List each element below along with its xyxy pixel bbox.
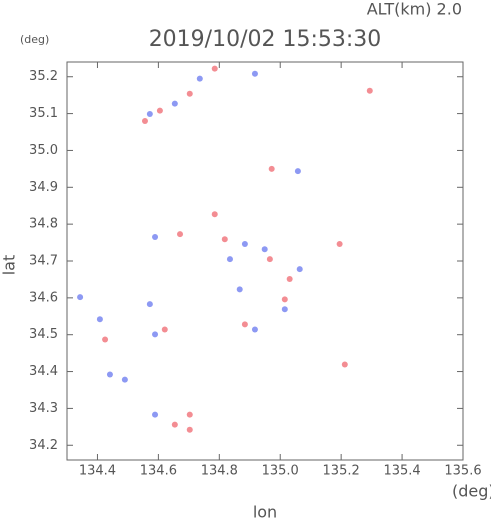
echo-point [251, 326, 258, 333]
y-tick-label: 34.3 [29, 401, 58, 416]
echo-point [171, 421, 178, 428]
echo-point [186, 426, 193, 433]
echo-point [211, 65, 218, 72]
plot-frame [66, 61, 464, 461]
echo-point [152, 411, 159, 418]
echo-point [296, 266, 303, 273]
x-tick-label: 134.4 [79, 464, 116, 479]
echo-point [177, 231, 184, 238]
echo-point [251, 70, 258, 77]
echo-point [186, 411, 193, 418]
echo-point [102, 336, 109, 343]
x-tick-label: 135.6 [444, 464, 481, 479]
y-tick-label: 35.0 [29, 143, 58, 158]
y-tick-label: 34.5 [29, 327, 58, 342]
y-tick-label: 34.2 [29, 438, 58, 453]
echo-point [146, 301, 153, 308]
echo-point [141, 117, 148, 124]
echo-point [268, 165, 275, 172]
y-tick-label: 35.1 [29, 106, 58, 121]
echo-point [336, 241, 343, 248]
echo-point [236, 286, 243, 293]
echo-point [77, 294, 84, 301]
echo-point [171, 100, 178, 107]
echo-point [366, 87, 373, 94]
echo-point [241, 241, 248, 248]
echo-point [146, 110, 153, 117]
echo-point [152, 331, 159, 338]
x-tick-label: 135.0 [262, 464, 299, 479]
echo-point [281, 306, 288, 313]
echo-point [261, 246, 268, 253]
y-tick-label: 34.9 [29, 180, 58, 195]
y-tick-label: 34.8 [29, 217, 58, 232]
y-tick-label: 35.2 [29, 69, 58, 84]
echo-point [266, 256, 273, 263]
altitude-label: ALT(km) 2.0 [367, 0, 462, 19]
x-tick-label: 134.8 [201, 464, 238, 479]
x-tick-label: 135.4 [383, 464, 420, 479]
y-tick-label: 34.4 [29, 364, 58, 379]
echo-point [241, 321, 248, 328]
x-unit: (deg) [452, 482, 491, 501]
echo-point [294, 168, 301, 175]
echo-point [211, 211, 218, 218]
echo-point [186, 90, 193, 97]
y-tick-label: 34.6 [29, 290, 58, 305]
echo-point [221, 236, 228, 243]
echo-point [281, 296, 288, 303]
echo-point [106, 371, 113, 378]
echo-point [226, 256, 233, 263]
y-unit: (deg) [20, 33, 49, 46]
chart-title: 2019/10/02 15:53:30 [149, 27, 382, 52]
echo-point [286, 276, 293, 283]
echo-point [161, 326, 168, 333]
echo-point [96, 316, 103, 323]
echo-point [196, 75, 203, 82]
y-tick-label: 34.7 [29, 254, 58, 269]
echo-point [152, 234, 159, 241]
echo-point [121, 376, 128, 383]
echo-point [156, 107, 163, 114]
x-axis-label: lon [253, 503, 277, 521]
x-tick-label: 134.6 [140, 464, 177, 479]
x-tick-label: 135.2 [323, 464, 360, 479]
y-axis-label: lat [0, 255, 19, 276]
echo-point [341, 361, 348, 368]
